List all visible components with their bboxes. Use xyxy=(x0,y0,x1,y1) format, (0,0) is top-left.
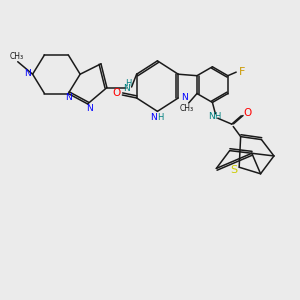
Text: N: N xyxy=(65,94,72,103)
Text: O: O xyxy=(243,108,251,118)
Text: N: N xyxy=(24,69,31,78)
Text: H: H xyxy=(125,79,131,88)
Text: H: H xyxy=(214,112,221,121)
Text: S: S xyxy=(230,165,237,175)
Text: N: N xyxy=(86,104,93,113)
Text: N: N xyxy=(123,84,130,93)
Text: N: N xyxy=(208,112,214,121)
Text: N: N xyxy=(150,113,157,122)
Text: CH₃: CH₃ xyxy=(9,52,23,61)
Text: O: O xyxy=(112,88,121,98)
Text: F: F xyxy=(239,67,245,77)
Text: CH₃: CH₃ xyxy=(180,104,194,113)
Text: H: H xyxy=(157,113,164,122)
Text: N: N xyxy=(181,94,188,103)
